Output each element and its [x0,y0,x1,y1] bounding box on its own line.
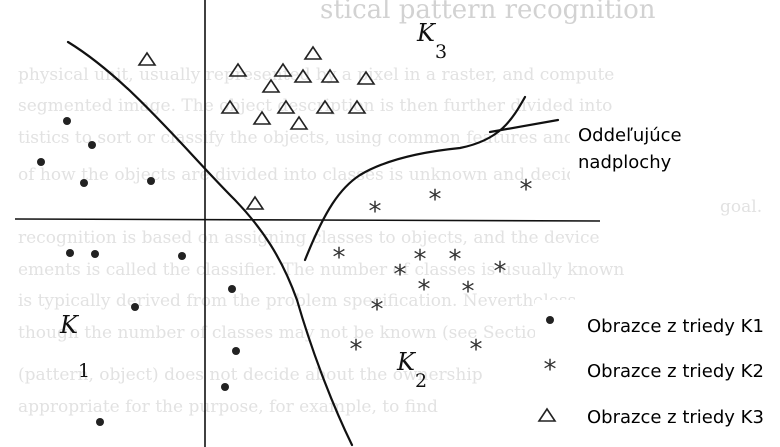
region-label-k2: K 2 [396,348,427,392]
legend-backdrop [535,300,780,447]
callout-backdrop [570,112,705,180]
class-k2-points: * * * * * * * * * * * * * [333,175,533,365]
horizontal-axis [14,218,601,222]
point-k2: * [333,243,346,273]
region-letter: K [396,348,417,376]
point-k2: * [462,277,475,307]
background-line: tistics to sort or classify the objects,… [18,128,615,148]
point-k2: * [369,197,382,227]
point-k3 [220,99,240,114]
point-k1 [232,347,240,355]
callout-line-1: Oddeľujúce [578,125,682,146]
point-k3 [293,68,313,83]
point-k2: * [414,245,427,275]
point-k1 [178,252,186,260]
point-k3 [137,51,157,66]
background-line: of how the objects are divided into clas… [18,165,598,185]
point-k2: * [350,335,363,365]
region-letter: K [416,19,437,47]
point-k2: * [520,175,533,205]
point-k1 [131,303,139,311]
point-k1 [147,177,155,185]
background-line: though the number of classes may not be … [18,323,569,343]
callout-line-2: nadplochy [578,152,672,173]
point-k1 [88,141,96,149]
class-k3-points [137,45,376,210]
point-k3 [303,45,323,60]
separating-surfaces-callout: Oddeľujúce nadplochy [578,125,682,173]
region-index: 3 [435,41,447,63]
point-k3 [289,115,309,130]
region-index: 2 [415,370,427,392]
point-k3 [347,99,367,114]
point-k3 [245,195,265,210]
point-k2: * [494,257,507,287]
point-k3 [315,99,335,114]
region-label-k1: K 1 [59,311,90,382]
background-line: (pattern, object) does not decide about … [18,365,483,385]
point-k3 [261,78,281,93]
background-line: appropriate for the purpose, for example… [18,397,438,417]
point-k3 [252,110,272,125]
point-k2: * [449,245,462,275]
point-k1 [96,418,104,426]
legend-triangle-symbol [537,407,557,422]
background-line: recognition is based on assigning classe… [18,228,600,248]
point-k3 [276,99,296,114]
point-k1 [66,249,74,257]
legend: Obrazce z triedy K1 * Obrazce z triedy K… [537,316,764,428]
background-line: ements is called the classifier. The num… [18,260,624,280]
point-k3 [356,70,376,85]
boundary-k1 [66,40,354,447]
point-k1 [228,285,236,293]
point-k2: * [470,335,483,365]
background-line: goal. [720,197,762,217]
point-k1 [221,383,229,391]
point-k3 [273,62,293,77]
legend-label-k2: Obrazce z triedy K2 [587,361,764,382]
class-k1-points [37,117,240,426]
legend-label-k3: Obrazce z triedy K3 [587,407,764,428]
point-k2: * [418,275,431,305]
legend-star-symbol: * [544,355,557,385]
point-k1 [91,250,99,258]
background-line: is typically derived from the problem sp… [18,291,582,311]
callout-leader [488,118,560,134]
point-k2: * [371,295,384,325]
region-letter: K [59,311,80,339]
point-k2: * [429,185,442,215]
legend-label-k1: Obrazce z triedy K1 [587,316,764,337]
point-k3 [228,62,248,77]
legend-dot-symbol [546,316,554,324]
point-k1 [80,179,88,187]
point-k1 [63,117,71,125]
background-heading: stical pattern recognition [320,0,656,25]
region-label-k3: K 3 [416,19,447,63]
point-k3 [320,68,340,83]
point-k2: * [394,260,407,290]
region-index: 1 [78,360,90,382]
background-line: physical unit, usually represented by a … [18,65,614,85]
background-page-text: stical pattern recognition physical unit… [18,0,762,417]
point-k1 [37,158,45,166]
background-line: segmented image. The object description … [18,96,612,116]
